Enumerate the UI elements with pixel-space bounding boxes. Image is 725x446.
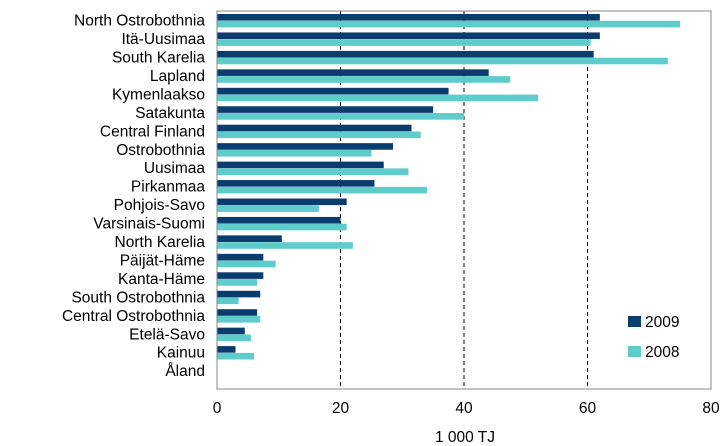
bar-north-karelia-2009 xyxy=(217,235,282,242)
bar-pohjois-savo-2008 xyxy=(217,205,319,212)
category-label-pohjois-savo: Pohjois-Savo xyxy=(114,197,205,214)
bars xyxy=(217,14,681,360)
bar-central-ostrobothnia-2009 xyxy=(217,309,258,316)
bar-south-karelia-2008 xyxy=(217,57,668,65)
bar-south-ostrobothnia-2009 xyxy=(217,290,261,298)
bar-ostrobothnia-2008 xyxy=(217,149,372,157)
category-label-uusimaa: Uusimaa xyxy=(144,160,206,177)
bar-north-ostrobothnia-2009 xyxy=(217,14,600,21)
bar-satakunta-2009 xyxy=(217,106,434,113)
x-tick-label-40: 40 xyxy=(455,400,473,417)
bar-kainuu-2008 xyxy=(217,352,255,360)
category-label-lapland: Lapland xyxy=(150,68,205,85)
bar-etela-savo-2009 xyxy=(217,327,245,335)
bar-satakunta-2008 xyxy=(217,113,464,120)
category-label-kainuu: Kainuu xyxy=(157,345,205,362)
bar-pirkanmaa-2008 xyxy=(217,186,427,194)
legend: 2009 2008 xyxy=(628,314,679,361)
category-label-central-finland: Central Finland xyxy=(100,123,205,140)
category-label-north-karelia: North Karelia xyxy=(115,234,206,251)
category-label-kymenlaakso: Kymenlaakso xyxy=(112,86,205,103)
legend-swatch-2008 xyxy=(628,346,641,357)
category-label-satakunta: Satakunta xyxy=(135,105,205,122)
bar-south-karelia-2009 xyxy=(217,50,594,58)
category-label-paijat-hame: Päijät-Häme xyxy=(120,252,205,269)
bar-ita-uusimaa-2008 xyxy=(217,39,591,46)
plot-frame xyxy=(216,10,712,390)
bar-ostrobothnia-2009 xyxy=(217,143,393,150)
bar-ita-uusimaa-2009 xyxy=(217,32,600,40)
bar-central-ostrobothnia-2008 xyxy=(217,316,261,323)
category-label-south-karelia: South Karelia xyxy=(112,50,205,67)
legend-label-2008: 2008 xyxy=(645,344,679,361)
bar-north-ostrobothnia-2008 xyxy=(217,20,681,28)
gridlines xyxy=(340,11,588,389)
bar-kainuu-2009 xyxy=(217,346,236,353)
bar-kymenlaakso-2008 xyxy=(217,94,539,102)
bar-varsinais-suomi-2008 xyxy=(217,223,347,231)
bar-kymenlaakso-2009 xyxy=(217,87,449,95)
x-tick-label-20: 20 xyxy=(332,400,350,417)
x-tick-label-0: 0 xyxy=(213,400,222,417)
x-axis-title: 1 000 TJ xyxy=(435,429,495,446)
category-label-ostrobothnia: Ostrobothnia xyxy=(116,142,205,159)
x-tick-label-80: 80 xyxy=(702,400,720,417)
category-label-north-ostrobothnia: North Ostrobothnia xyxy=(74,13,205,30)
bar-etela-savo-2008 xyxy=(217,334,251,342)
bar-kanta-hame-2008 xyxy=(217,279,258,286)
bar-varsinais-suomi-2009 xyxy=(217,216,341,224)
legend-label-2009: 2009 xyxy=(645,314,679,331)
bar-lapland-2008 xyxy=(217,76,511,83)
bar-central-finland-2009 xyxy=(217,124,412,132)
x-tick-labels: 0 20 40 60 80 xyxy=(213,400,720,417)
category-label-aland: Åland xyxy=(165,363,205,380)
bar-pohjois-savo-2009 xyxy=(217,198,347,206)
category-label-varsinais-suomi: Varsinais-Suomi xyxy=(93,216,205,233)
category-label-etela-savo: Etelä-Savo xyxy=(129,326,205,343)
x-tick-label-60: 60 xyxy=(579,400,597,417)
bar-uusimaa-2008 xyxy=(217,168,409,175)
bar-north-karelia-2008 xyxy=(217,242,353,249)
legend-swatch-2009 xyxy=(628,316,641,327)
category-label-central-ostrobothnia: Central Ostrobothnia xyxy=(62,308,205,325)
category-label-kanta-hame: Kanta-Häme xyxy=(118,271,205,288)
bar-paijat-hame-2009 xyxy=(217,253,264,261)
bar-south-ostrobothnia-2008 xyxy=(217,297,239,305)
bar-kanta-hame-2009 xyxy=(217,272,264,279)
bar-pirkanmaa-2009 xyxy=(217,180,375,187)
bar-uusimaa-2009 xyxy=(217,161,384,169)
bar-lapland-2009 xyxy=(217,69,489,76)
bar-central-finland-2008 xyxy=(217,131,421,139)
category-label-ita-uusimaa: Itä-Uusimaa xyxy=(121,31,205,48)
bar-paijat-hame-2008 xyxy=(217,260,276,268)
category-label-pirkanmaa: Pirkanmaa xyxy=(131,179,205,196)
category-label-south-ostrobothnia: South Ostrobothnia xyxy=(71,289,205,306)
